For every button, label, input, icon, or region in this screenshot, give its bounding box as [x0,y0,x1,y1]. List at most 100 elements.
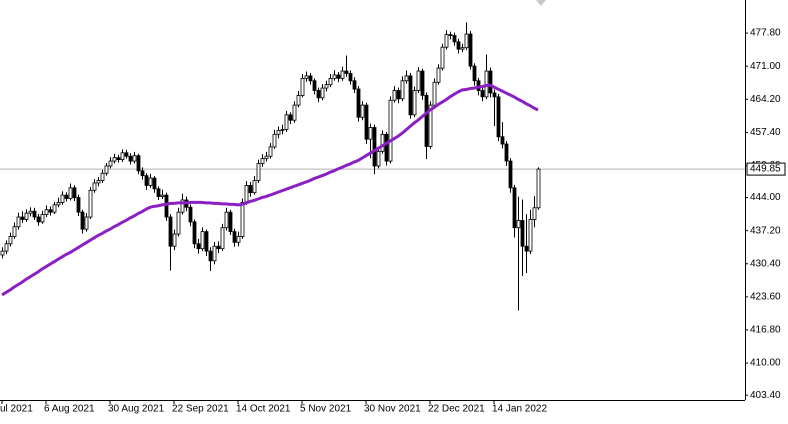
candle-body [328,77,333,86]
y-tick-label: 457.40 [750,127,781,138]
candle-body [300,77,305,96]
candle-body [364,104,369,140]
candle-body [280,129,285,131]
candle-body [340,70,345,79]
candle-body [200,231,205,250]
x-tick-label: 30 Nov 2021 [364,404,421,415]
candle-body [376,150,381,167]
candle-body [400,80,405,100]
candle-body [488,70,493,94]
candle-body [276,130,281,135]
last-price-label: 449.85 [750,164,781,175]
candle-body [72,187,77,198]
candle-body [112,157,117,162]
candle-body [508,160,513,189]
candle-body [100,172,105,181]
y-tick-label: 423.60 [750,291,781,302]
candle-body [108,160,113,167]
candle-body [500,136,505,145]
candle-body [440,46,445,69]
candle-body [444,34,449,48]
candle-body [260,158,265,164]
x-tick-label: 6 Aug 2021 [44,404,95,415]
candle-body [384,133,389,162]
candle-body [248,185,253,194]
candle-body [368,127,373,140]
candle-body [528,219,533,252]
x-tick-label: 5 Nov 2021 [300,404,352,415]
candle-body [284,114,289,130]
candle-body [532,207,537,220]
candle-body [504,143,509,162]
candle-body [20,216,25,220]
candle-body [332,74,337,79]
candle-body [304,75,309,79]
candle-body [360,104,365,118]
y-tick-label: 416.80 [750,325,781,336]
candle-body [324,84,329,89]
candle-body [292,104,297,121]
candle-body [388,99,393,162]
moving-average-line [1,83,539,297]
y-tick-label: 437.20 [750,225,781,236]
candle-body [472,65,477,82]
candle-body [536,168,541,209]
candle-body [168,216,173,247]
candle-body [496,96,501,138]
y-tick-label: 430.40 [750,258,781,269]
candle-body [52,204,57,213]
x-tick-label: 14 Jan 2022 [492,404,547,415]
candle-body [212,245,217,262]
candle-body [396,90,401,100]
candle-body [164,194,169,218]
candle-body [192,221,197,245]
candle-body [524,245,529,252]
candle-body [412,90,417,116]
candle-body [480,90,485,98]
y-tick-label: 477.80 [750,28,781,39]
candle-body [124,152,129,157]
candle-body [76,197,81,213]
candle-body [24,212,29,220]
candle-body [424,94,429,147]
x-tick-label: 14 Oct 2021 [236,404,291,415]
candle-body [420,70,425,96]
candle-body [28,210,33,214]
candle-body [32,210,37,218]
y-tick-label: 444.00 [750,192,781,203]
candle-body [208,250,213,262]
y-tick-label: 410.00 [750,358,781,369]
candle-body [464,33,469,49]
candle-body [468,33,473,67]
candle-body [416,70,421,91]
candle-body [128,155,133,162]
candle-body [180,199,185,213]
axes: 477.80471.00464.20457.40450.60444.00437.… [0,28,786,415]
candle-body [272,133,277,148]
candle-body [232,231,237,243]
candle-body [356,88,361,118]
candle-body [236,236,241,243]
candle-body [316,90,321,99]
candle-body [308,75,313,82]
candle-body [144,175,149,186]
candle-body [40,214,45,223]
candle-body [240,202,245,237]
candle-body [452,35,457,43]
candle-body [140,170,145,177]
candle-body [172,233,177,247]
candle-body [4,243,9,252]
candle-body [456,41,461,50]
candle-body [204,231,209,252]
candle-body [408,75,413,116]
candle-body [448,34,453,36]
candle-body [516,220,521,229]
x-tick-label: 22 Dec 2021 [428,404,485,415]
candle-body [188,206,193,223]
candle-body [216,245,221,250]
candle-body [392,90,397,101]
candle-body [436,67,441,83]
